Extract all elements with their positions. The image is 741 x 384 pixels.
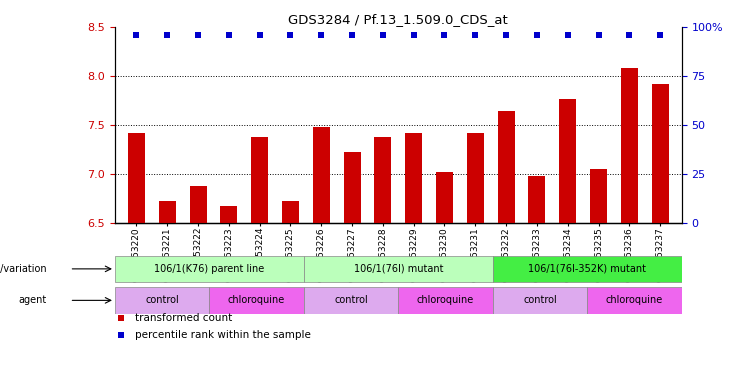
Text: chloroquine: chloroquine (228, 295, 285, 305)
Point (285, 31, 296, 38)
Point (439, 31, 451, 38)
Text: 106/1(76I-352K) mutant: 106/1(76I-352K) mutant (528, 264, 646, 274)
Bar (128, 132, 145, 223)
Point (192, 31, 204, 38)
Bar (220, 206, 237, 223)
Bar (209, 287, 304, 314)
Point (562, 31, 574, 38)
Text: transformed count: transformed count (135, 313, 232, 323)
Point (223, 31, 235, 38)
Bar (282, 201, 299, 223)
Bar (374, 137, 391, 223)
Text: control: control (334, 295, 368, 305)
Point (623, 31, 635, 38)
Point (408, 31, 419, 38)
Bar (405, 132, 422, 223)
Bar (493, 287, 587, 314)
Bar (651, 84, 668, 223)
Bar (493, 256, 682, 282)
Text: control: control (145, 295, 179, 305)
Point (162, 31, 173, 38)
Bar (498, 111, 514, 223)
Text: control: control (523, 295, 557, 305)
Bar (559, 99, 576, 223)
Bar (304, 256, 493, 282)
Bar (115, 256, 304, 282)
Text: 106/1(K76) parent line: 106/1(K76) parent line (154, 264, 265, 274)
Text: chloroquine: chloroquine (417, 295, 474, 305)
Point (531, 31, 543, 38)
Point (593, 31, 605, 38)
Bar (399, 287, 493, 314)
Text: percentile rank within the sample: percentile rank within the sample (135, 330, 310, 340)
Bar (528, 176, 545, 223)
Text: chloroquine: chloroquine (606, 295, 663, 305)
Bar (304, 287, 399, 314)
Point (316, 31, 328, 38)
Bar (190, 185, 207, 223)
Point (346, 31, 358, 38)
Bar (159, 201, 176, 223)
Bar (590, 169, 607, 223)
Point (115, 315, 127, 321)
Bar (313, 127, 330, 223)
Point (469, 31, 481, 38)
Point (253, 31, 265, 38)
Bar (467, 132, 484, 223)
Bar (621, 68, 638, 223)
Point (115, 332, 127, 338)
Bar (251, 137, 268, 223)
Bar (115, 287, 209, 314)
Title: GDS3284 / Pf.13_1.509.0_CDS_at: GDS3284 / Pf.13_1.509.0_CDS_at (288, 13, 508, 26)
Text: 106/1(76I) mutant: 106/1(76I) mutant (353, 264, 443, 274)
Point (130, 31, 142, 38)
Bar (587, 287, 682, 314)
Point (654, 31, 666, 38)
Bar (344, 152, 361, 223)
Text: agent: agent (19, 295, 47, 305)
Text: genotype/variation: genotype/variation (0, 264, 47, 274)
Point (377, 31, 389, 38)
Point (500, 31, 512, 38)
Bar (436, 172, 453, 223)
